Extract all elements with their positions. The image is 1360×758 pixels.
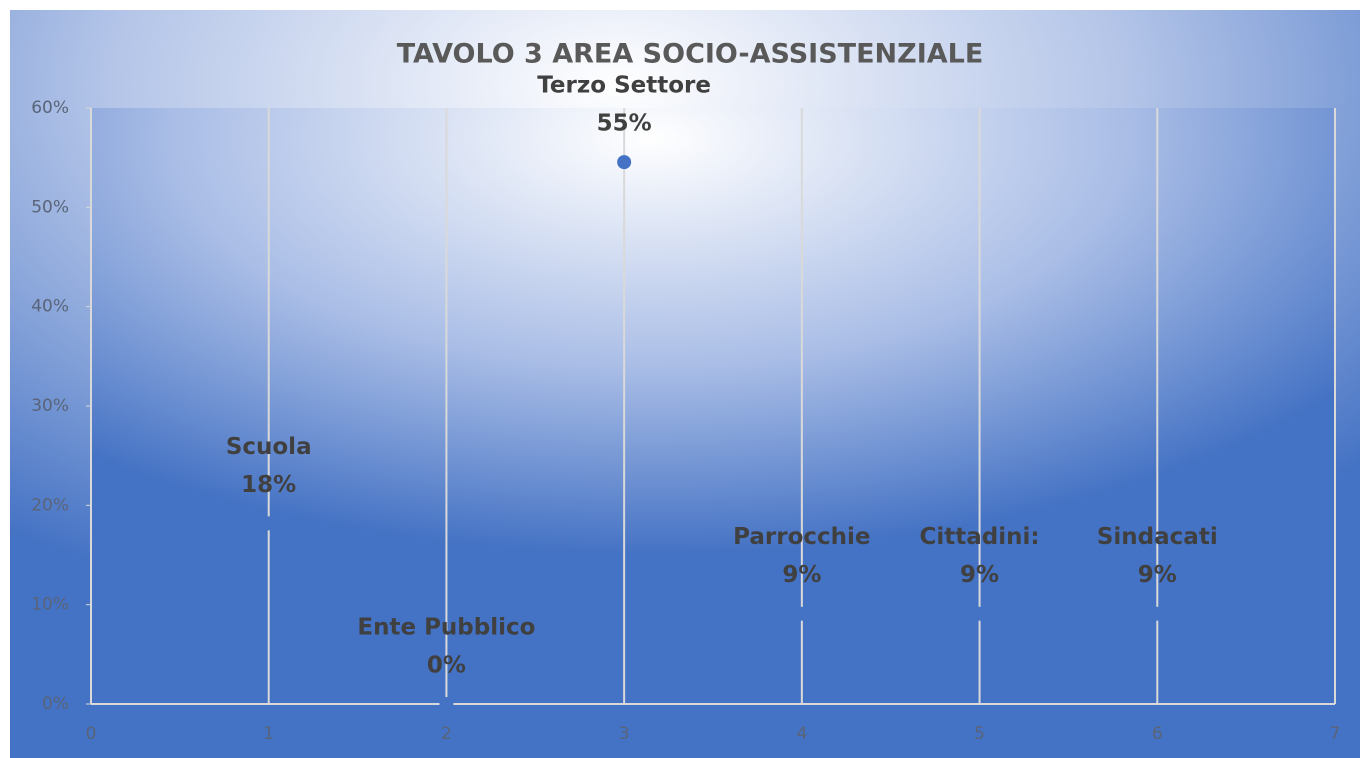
y-tick-label: 50% [31, 197, 69, 217]
x-tick-label: 7 [1330, 724, 1341, 744]
x-tick-label: 0 [86, 724, 97, 744]
point [794, 606, 809, 621]
y-tick-label: 0% [42, 694, 69, 714]
point-value-label: 9% [1138, 562, 1177, 588]
y-tick-label: 10% [31, 595, 69, 615]
x-tick-label: 2 [441, 724, 452, 744]
x-tick-label: 6 [1152, 724, 1163, 744]
point [1150, 606, 1165, 621]
point-name: Cittadini: [920, 524, 1040, 550]
point-name: Ente Pubblico [357, 615, 535, 641]
x-tick-label: 5 [974, 724, 985, 744]
x-tick-label: 4 [796, 724, 807, 744]
y-tick-label: 30% [31, 396, 69, 416]
point-name: Sindacati [1097, 524, 1218, 550]
point-value-label: 18% [241, 472, 296, 498]
point-value-label: 9% [960, 562, 999, 588]
point [439, 697, 454, 711]
x-tick-label: 3 [619, 724, 630, 744]
point [972, 606, 987, 621]
chart-title: TAVOLO 3 AREA SOCIO-ASSISTENZIALE [397, 39, 984, 70]
point-value-label: 55% [597, 111, 652, 137]
y-tick-label: 60% [31, 98, 69, 118]
y-tick-label: 40% [31, 297, 69, 317]
point-value-label: 9% [782, 562, 821, 588]
point-name: Scuola [226, 434, 312, 460]
point [261, 516, 276, 531]
point-name: Terzo Settore [537, 73, 711, 99]
point-value-label: 0% [427, 653, 466, 679]
point [617, 155, 632, 170]
plot-area [91, 108, 1335, 704]
point-name: Parrocchie [733, 524, 870, 550]
x-tick-label: 1 [263, 724, 274, 744]
y-tick-label: 20% [31, 495, 69, 515]
